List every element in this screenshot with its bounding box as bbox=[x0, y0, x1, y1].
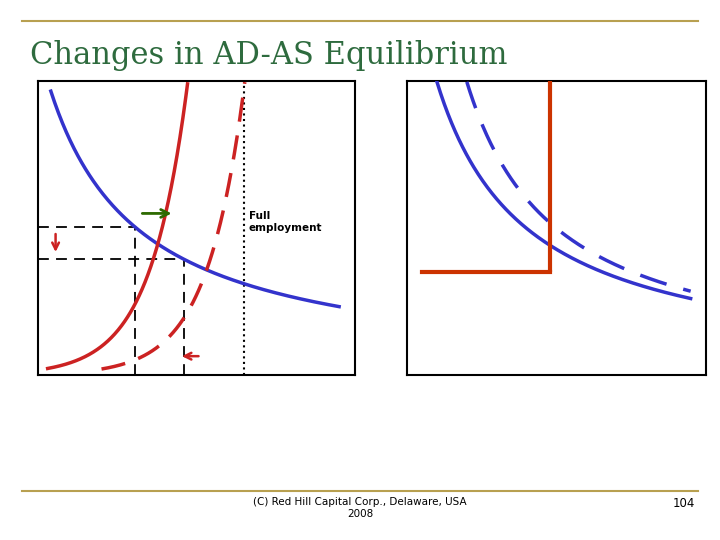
Text: (C) Red Hill Capital Corp., Delaware, USA
2008: (C) Red Hill Capital Corp., Delaware, US… bbox=[253, 497, 467, 518]
Text: Changes in AD-AS Equilibrium: Changes in AD-AS Equilibrium bbox=[30, 40, 508, 71]
Text: 104: 104 bbox=[672, 497, 695, 510]
Text: Full
employment: Full employment bbox=[249, 212, 323, 233]
